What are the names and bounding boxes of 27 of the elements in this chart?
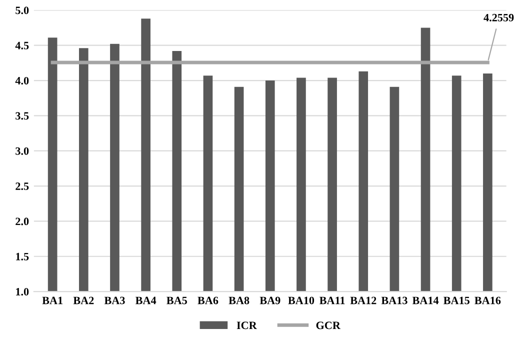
x-tick-label: BA12	[350, 296, 376, 304]
x-tick-label: BA14	[412, 296, 439, 304]
y-tick-label: 2.5	[16, 182, 29, 190]
x-tick-label: BA8	[228, 296, 250, 304]
x-tick-label: BA9	[260, 296, 280, 304]
x-tick-label: BA3	[104, 296, 125, 304]
x-tick-label: BA13	[381, 296, 408, 304]
y-tick-label: 3.0	[16, 147, 29, 155]
x-tick-label: BA5	[166, 296, 187, 304]
x-tick-label: BA11	[320, 296, 345, 304]
legend-label: ICR	[236, 322, 257, 330]
y-tick-label: 4.5	[15, 42, 29, 50]
x-tick-label: BA16	[474, 296, 501, 304]
y-tick-label: 4.0	[15, 76, 29, 85]
x-tick-label: BA1	[42, 296, 62, 304]
x-tick-label: BA15	[444, 296, 470, 304]
y-tick-label: 3.5	[16, 112, 29, 120]
y-tick-label: 5.0	[16, 6, 29, 14]
y-tick-label: 1.0	[16, 288, 29, 296]
y-tick-label: 2.0	[16, 218, 29, 226]
legend-label: GCR	[316, 322, 341, 330]
y-tick-label: 1.5	[16, 252, 29, 260]
x-tick-label: BA6	[198, 296, 218, 304]
x-tick-label: BA2	[73, 296, 94, 304]
x-tick-label: BA4	[136, 296, 156, 304]
data-label: 4.2559	[484, 14, 514, 22]
x-tick-label: BA10	[288, 296, 314, 304]
